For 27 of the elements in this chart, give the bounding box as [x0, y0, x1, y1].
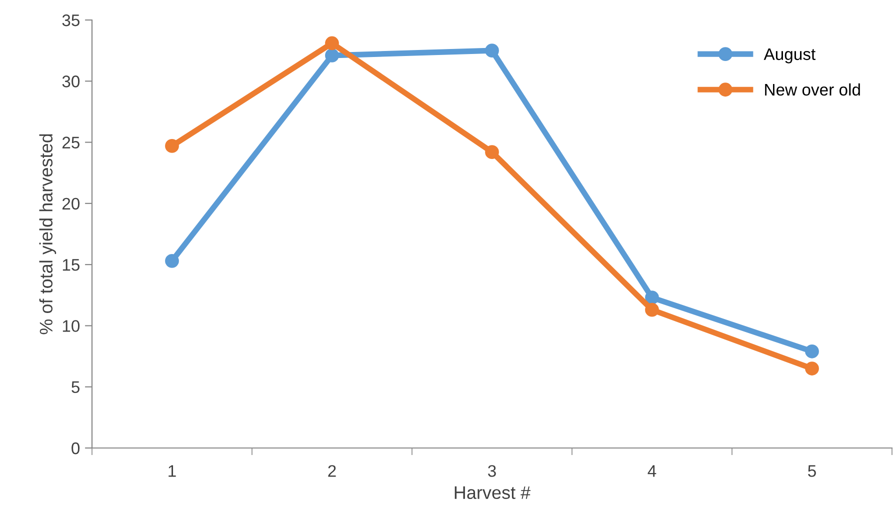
point: [805, 362, 819, 376]
point: [325, 48, 339, 62]
x-axis-title: Harvest #: [454, 486, 531, 500]
x-tick-label: 5: [808, 465, 816, 477]
point: [165, 139, 179, 153]
point: [645, 302, 659, 317]
point: [485, 44, 499, 58]
point: [485, 145, 499, 160]
y-tick-label: 5: [72, 381, 80, 394]
x-tick-label: 4: [648, 465, 656, 477]
y-tick-label: 10: [62, 320, 80, 332]
y-tick-label: 20: [62, 198, 80, 210]
point: [805, 344, 819, 358]
point: [645, 290, 659, 305]
y-tick-label: 0: [72, 442, 80, 454]
y-tick-label: 15: [62, 259, 80, 271]
x-tick-label: 3: [488, 465, 496, 477]
point: [325, 36, 339, 50]
y-tick-label: 35: [62, 14, 80, 26]
legend-label: August: [764, 48, 816, 64]
x-tick-label: 2: [328, 465, 336, 477]
y-tick-label: 25: [62, 136, 80, 148]
y-tick-label: 30: [62, 76, 80, 88]
point: [165, 254, 179, 268]
legend-label: New over old: [765, 83, 860, 96]
x-tick-label: 1: [168, 465, 176, 477]
y-axis-title: % of total yield harvested: [39, 134, 56, 334]
